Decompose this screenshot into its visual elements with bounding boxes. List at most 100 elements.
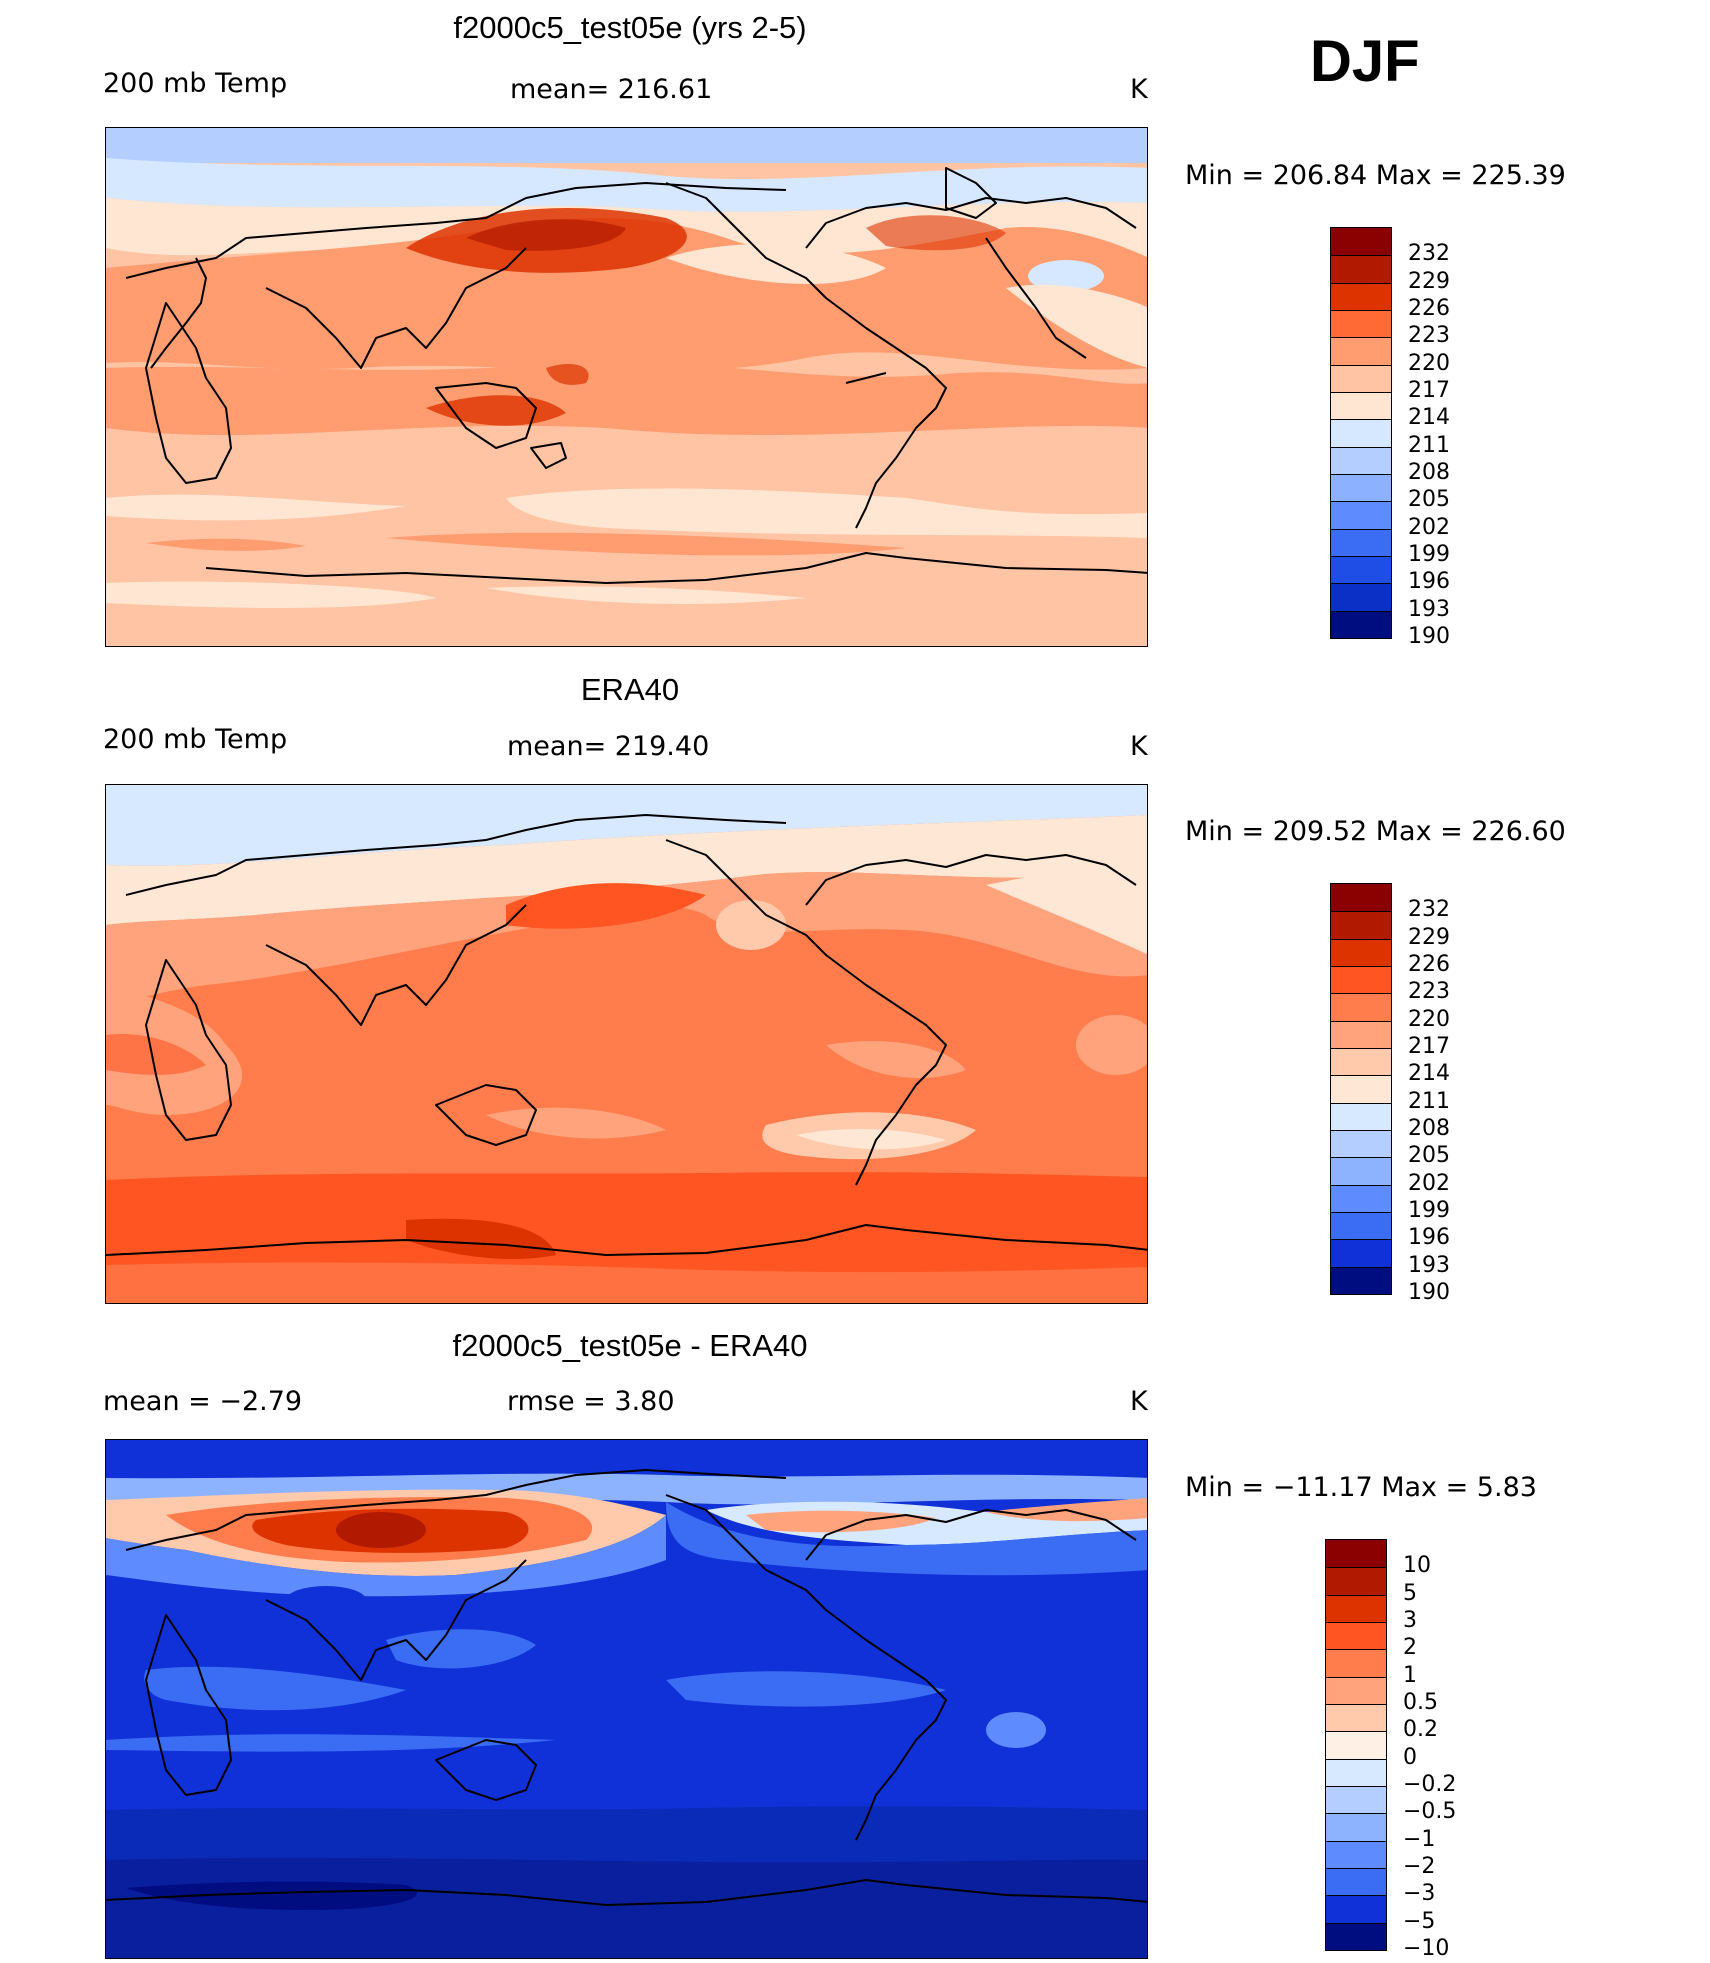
colorbar-tick-label: 193	[1408, 1252, 1450, 1278]
colorbar-tick-label: 1	[1403, 1662, 1417, 1688]
panel-2-mean-label: mean= 219.40	[507, 731, 710, 762]
colorbar-tick-label: 196	[1408, 1225, 1450, 1251]
panel-2-map-svg	[106, 785, 1147, 1303]
colorbar-tick-label: 3	[1403, 1608, 1417, 1633]
colorbar-swatch	[1331, 1157, 1391, 1185]
colorbar-swatch	[1331, 911, 1391, 939]
colorbar-tick-label: 199	[1408, 542, 1450, 567]
colorbar-swatch	[1326, 1594, 1386, 1622]
colorbar-swatch	[1326, 1758, 1386, 1786]
panel-1-map	[105, 127, 1148, 647]
colorbar-tick-label: 0.2	[1403, 1717, 1438, 1743]
panel-2-map	[105, 784, 1148, 1304]
colorbar-swatch	[1331, 474, 1391, 502]
colorbar-swatch	[1326, 1704, 1386, 1732]
colorbar-tick-label: 205	[1408, 487, 1450, 513]
colorbar-swatch	[1331, 392, 1391, 420]
colorbar-tick-label: 0	[1403, 1744, 1417, 1770]
panel-1-map-svg	[106, 128, 1147, 646]
colorbar-swatch	[1331, 337, 1391, 365]
colorbar-tick-label: 208	[1408, 1116, 1450, 1141]
panel-1-title: f2000c5_test05e (yrs 2-5)	[453, 10, 807, 45]
colorbar-swatch	[1331, 993, 1391, 1021]
colorbar-tick-label: 208	[1408, 460, 1450, 485]
panel-2-minmax: Min = 209.52 Max = 226.60	[1185, 816, 1566, 847]
colorbar-tick-label: 226	[1408, 296, 1450, 321]
colorbar-swatch	[1331, 1184, 1391, 1212]
colorbar-swatch	[1331, 282, 1391, 310]
colorbar-tick-label: −1	[1403, 1826, 1436, 1852]
colorbar-swatch	[1331, 1266, 1391, 1294]
panel-2-title: ERA40	[580, 672, 680, 707]
colorbar-swatch	[1326, 1540, 1386, 1568]
colorbar-tick-label: −0.2	[1403, 1772, 1457, 1797]
panel-1-units: K	[1130, 74, 1148, 105]
colorbar-swatch	[1331, 1239, 1391, 1267]
colorbar-tick-label: 205	[1408, 1143, 1450, 1169]
colorbar-swatch	[1326, 1813, 1386, 1841]
colorbar-swatch	[1331, 1048, 1391, 1076]
colorbar-swatch	[1326, 1731, 1386, 1759]
colorbar-swatch	[1331, 966, 1391, 994]
panel-1-minmax: Min = 206.84 Max = 225.39	[1185, 160, 1566, 191]
panel-3-title: f2000c5_test05e - ERA40	[452, 1328, 808, 1363]
panel-3-colorbar	[1325, 1539, 1387, 1951]
panel-3-map	[105, 1439, 1148, 1959]
colorbar-tick-label: 223	[1408, 323, 1450, 349]
colorbar-swatch	[1331, 556, 1391, 584]
colorbar-tick-label: −3	[1403, 1881, 1436, 1907]
colorbar-swatch	[1331, 228, 1391, 256]
colorbar-swatch	[1331, 1075, 1391, 1103]
season-label: DJF	[1310, 29, 1420, 94]
colorbar-tick-label: −10	[1403, 1936, 1450, 1961]
colorbar-swatch	[1331, 938, 1391, 966]
colorbar-swatch	[1331, 1212, 1391, 1240]
colorbar-swatch	[1331, 1020, 1391, 1048]
colorbar-tick-label: 202	[1408, 1170, 1450, 1196]
colorbar-tick-label: 2	[1403, 1635, 1417, 1661]
colorbar-tick-label: 226	[1408, 952, 1450, 977]
colorbar-tick-label: 217	[1408, 1034, 1450, 1059]
colorbar-tick-label: 229	[1408, 268, 1450, 294]
panel-1-colorbar	[1330, 227, 1392, 639]
colorbar-tick-label: 193	[1408, 596, 1450, 622]
colorbar-tick-label: 220	[1408, 350, 1450, 376]
colorbar-tick-label: 214	[1408, 1061, 1450, 1087]
colorbar-swatch	[1326, 1567, 1386, 1595]
colorbar-tick-label: 232	[1408, 897, 1450, 923]
colorbar-swatch	[1326, 1676, 1386, 1704]
colorbar-tick-label: 199	[1408, 1198, 1450, 1223]
colorbar-swatch	[1331, 884, 1391, 912]
colorbar-swatch	[1331, 446, 1391, 474]
colorbar-swatch	[1331, 419, 1391, 447]
colorbar-tick-label: 211	[1408, 1088, 1450, 1114]
colorbar-swatch	[1326, 1840, 1386, 1868]
panel-3-rmse-label: rmse = 3.80	[507, 1386, 675, 1417]
colorbar-swatch	[1326, 1922, 1386, 1950]
colorbar-tick-label: 10	[1403, 1553, 1431, 1579]
panel-1-mean-label: mean= 216.61	[510, 74, 713, 105]
colorbar-tick-label: 196	[1408, 569, 1450, 595]
colorbar-swatch	[1326, 1786, 1386, 1814]
colorbar-tick-label: 232	[1408, 241, 1450, 267]
panel-2-units: K	[1130, 731, 1148, 762]
colorbar-swatch	[1326, 1649, 1386, 1677]
colorbar-swatch	[1326, 1868, 1386, 1896]
panel-3-map-svg	[106, 1440, 1147, 1958]
colorbar-tick-label: −5	[1403, 1908, 1436, 1934]
panel-3-mean-label: mean = −2.79	[103, 1386, 303, 1417]
colorbar-swatch	[1331, 364, 1391, 392]
colorbar-tick-label: 220	[1408, 1006, 1450, 1032]
colorbar-tick-label: −0.5	[1403, 1799, 1457, 1825]
colorbar-swatch	[1331, 1102, 1391, 1130]
colorbar-swatch	[1331, 610, 1391, 638]
colorbar-swatch	[1331, 501, 1391, 529]
colorbar-tick-label: 217	[1408, 378, 1450, 403]
colorbar-tick-label: 0.5	[1403, 1690, 1438, 1715]
panel-3-minmax: Min = −11.17 Max = 5.83	[1185, 1472, 1537, 1503]
panel-3-units: K	[1130, 1386, 1148, 1417]
colorbar-tick-label: 211	[1408, 432, 1450, 458]
colorbar-swatch	[1326, 1895, 1386, 1923]
colorbar-swatch	[1331, 583, 1391, 611]
colorbar-tick-label: 229	[1408, 924, 1450, 950]
